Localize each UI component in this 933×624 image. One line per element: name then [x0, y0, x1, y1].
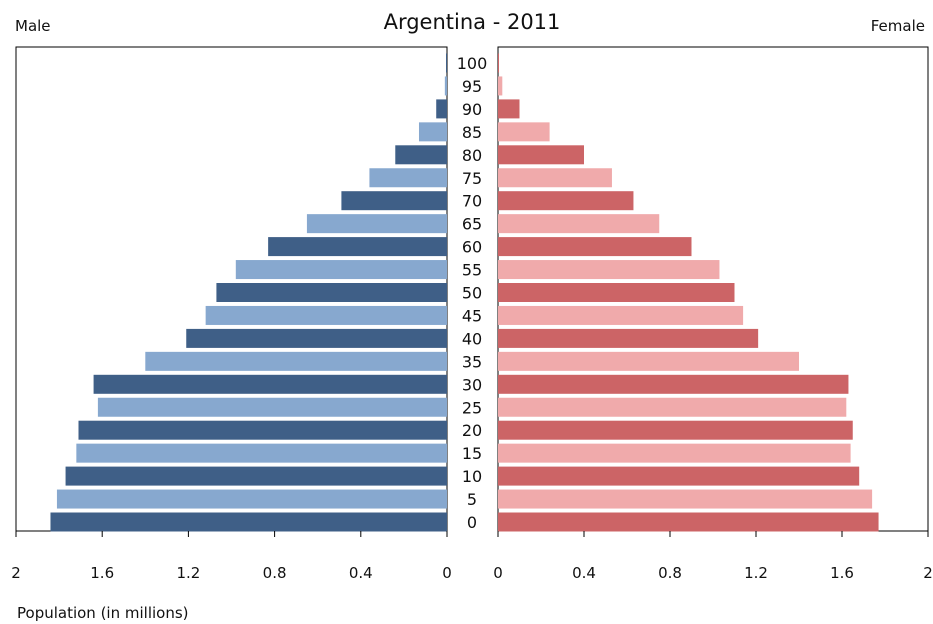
male-bar-15	[76, 443, 447, 463]
age-label-20: 20	[462, 421, 482, 440]
male-bar-95	[444, 76, 447, 96]
male-label: Male	[15, 17, 51, 35]
male-bar-60	[268, 237, 447, 257]
age-label-80: 80	[462, 146, 482, 165]
age-label-0: 0	[467, 513, 477, 532]
female-bar-30	[498, 374, 849, 394]
female-bar-90	[498, 99, 520, 119]
chart-title: Argentina - 2011	[384, 10, 561, 34]
female-bar-35	[498, 351, 799, 371]
female-bar-45	[498, 305, 744, 325]
age-label-30: 30	[462, 375, 482, 394]
female-x-tick-label-5: 2	[923, 564, 933, 582]
male-bar-10	[65, 466, 447, 486]
male-x-tick-label-5: 0	[442, 564, 452, 582]
female-bar-80	[498, 145, 584, 165]
female-bar-40	[498, 328, 759, 348]
male-bar-30	[93, 374, 447, 394]
male-bar-5	[56, 489, 447, 509]
age-label-100: 100	[457, 54, 488, 73]
age-label-35: 35	[462, 352, 482, 371]
female-bars	[498, 53, 879, 532]
female-x-axis: 0 0.4 0.8 1.2 1.6 2	[493, 531, 933, 582]
male-bar-0	[50, 512, 447, 532]
male-x-tick-label-1: 1.6	[90, 564, 114, 582]
male-x-tick-label-3: 0.8	[263, 564, 287, 582]
female-bar-65	[498, 214, 660, 234]
female-x-tick-label-4: 1.6	[830, 564, 854, 582]
age-label-50: 50	[462, 284, 482, 303]
male-x-tick-label-0: 2	[11, 564, 21, 582]
male-bars	[50, 53, 448, 532]
male-bar-80	[395, 145, 447, 165]
female-bar-95	[498, 76, 503, 96]
female-bar-10	[498, 466, 860, 486]
male-bar-85	[418, 122, 447, 142]
male-bar-75	[369, 168, 447, 188]
male-bar-40	[186, 328, 447, 348]
male-bar-65	[306, 214, 447, 234]
female-bar-75	[498, 168, 612, 188]
female-bar-55	[498, 260, 720, 280]
age-label-70: 70	[462, 192, 482, 211]
female-x-tick-label-2: 0.8	[658, 564, 682, 582]
female-bar-50	[498, 283, 735, 302]
male-bar-90	[436, 99, 447, 119]
female-x-tick-label-0: 0	[493, 564, 503, 582]
male-x-axis: 2 1.6 1.2 0.8 0.4 0	[11, 531, 452, 582]
age-label-65: 65	[462, 215, 482, 234]
age-label-25: 25	[462, 398, 482, 417]
age-label-60: 60	[462, 238, 482, 257]
male-bar-45	[205, 305, 447, 325]
female-bar-100	[498, 53, 499, 73]
female-x-tick-label-1: 0.4	[572, 564, 596, 582]
age-label-75: 75	[462, 169, 482, 188]
female-bar-60	[498, 237, 692, 257]
age-label-55: 55	[462, 261, 482, 280]
female-bar-70	[498, 191, 634, 211]
female-bar-15	[498, 443, 851, 463]
x-axis-title: Population (in millions)	[17, 604, 189, 622]
female-label: Female	[871, 17, 925, 35]
male-bar-20	[78, 420, 448, 440]
male-bar-100	[446, 53, 447, 73]
age-label-90: 90	[462, 100, 482, 119]
age-label-40: 40	[462, 329, 482, 348]
age-label-15: 15	[462, 444, 482, 463]
male-bar-35	[145, 351, 448, 371]
age-label-85: 85	[462, 123, 482, 142]
male-bar-50	[216, 283, 447, 302]
age-label-10: 10	[462, 467, 482, 486]
age-label-5: 5	[467, 490, 477, 509]
female-x-tick-label-3: 1.2	[744, 564, 768, 582]
male-x-tick-label-4: 0.4	[349, 564, 373, 582]
female-bar-20	[498, 420, 853, 440]
male-bar-55	[235, 260, 447, 280]
male-x-tick-label-2: 1.2	[176, 564, 200, 582]
age-label-95: 95	[462, 77, 482, 96]
female-bar-25	[498, 397, 847, 417]
age-label-45: 45	[462, 306, 482, 325]
female-bar-0	[498, 512, 879, 532]
age-labels: 0 5 10 15 20 25 30 35 40 45 50 55 60 65 70 75 80 85 90 95 10…	[457, 54, 488, 532]
male-bar-25	[97, 397, 447, 417]
female-bar-85	[498, 122, 550, 142]
male-bar-70	[341, 191, 447, 211]
female-bar-5	[498, 489, 873, 509]
